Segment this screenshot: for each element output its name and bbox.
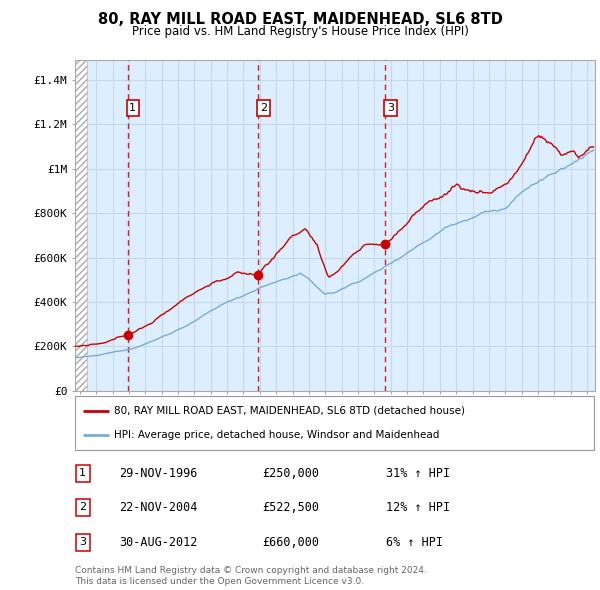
Text: 80, RAY MILL ROAD EAST, MAIDENHEAD, SL6 8TD (detached house): 80, RAY MILL ROAD EAST, MAIDENHEAD, SL6 … xyxy=(114,406,465,416)
Text: 12% ↑ HPI: 12% ↑ HPI xyxy=(386,501,451,514)
Text: 1: 1 xyxy=(130,103,136,113)
Text: £660,000: £660,000 xyxy=(262,536,319,549)
Text: 2: 2 xyxy=(260,103,267,113)
Text: HPI: Average price, detached house, Windsor and Maidenhead: HPI: Average price, detached house, Wind… xyxy=(114,430,439,440)
Text: 2: 2 xyxy=(79,503,86,512)
Text: 29-NOV-1996: 29-NOV-1996 xyxy=(119,467,197,480)
Text: £522,500: £522,500 xyxy=(262,501,319,514)
Text: 3: 3 xyxy=(387,103,394,113)
Text: 31% ↑ HPI: 31% ↑ HPI xyxy=(386,467,451,480)
Text: Price paid vs. HM Land Registry's House Price Index (HPI): Price paid vs. HM Land Registry's House … xyxy=(131,25,469,38)
FancyBboxPatch shape xyxy=(75,396,594,450)
Text: 30-AUG-2012: 30-AUG-2012 xyxy=(119,536,197,549)
Text: Contains HM Land Registry data © Crown copyright and database right 2024.
This d: Contains HM Land Registry data © Crown c… xyxy=(75,566,427,586)
Text: 22-NOV-2004: 22-NOV-2004 xyxy=(119,501,197,514)
Text: £250,000: £250,000 xyxy=(262,467,319,480)
Text: 6% ↑ HPI: 6% ↑ HPI xyxy=(386,536,443,549)
Text: 80, RAY MILL ROAD EAST, MAIDENHEAD, SL6 8TD: 80, RAY MILL ROAD EAST, MAIDENHEAD, SL6 … xyxy=(98,12,502,27)
Text: 3: 3 xyxy=(79,537,86,548)
Text: 1: 1 xyxy=(79,468,86,478)
